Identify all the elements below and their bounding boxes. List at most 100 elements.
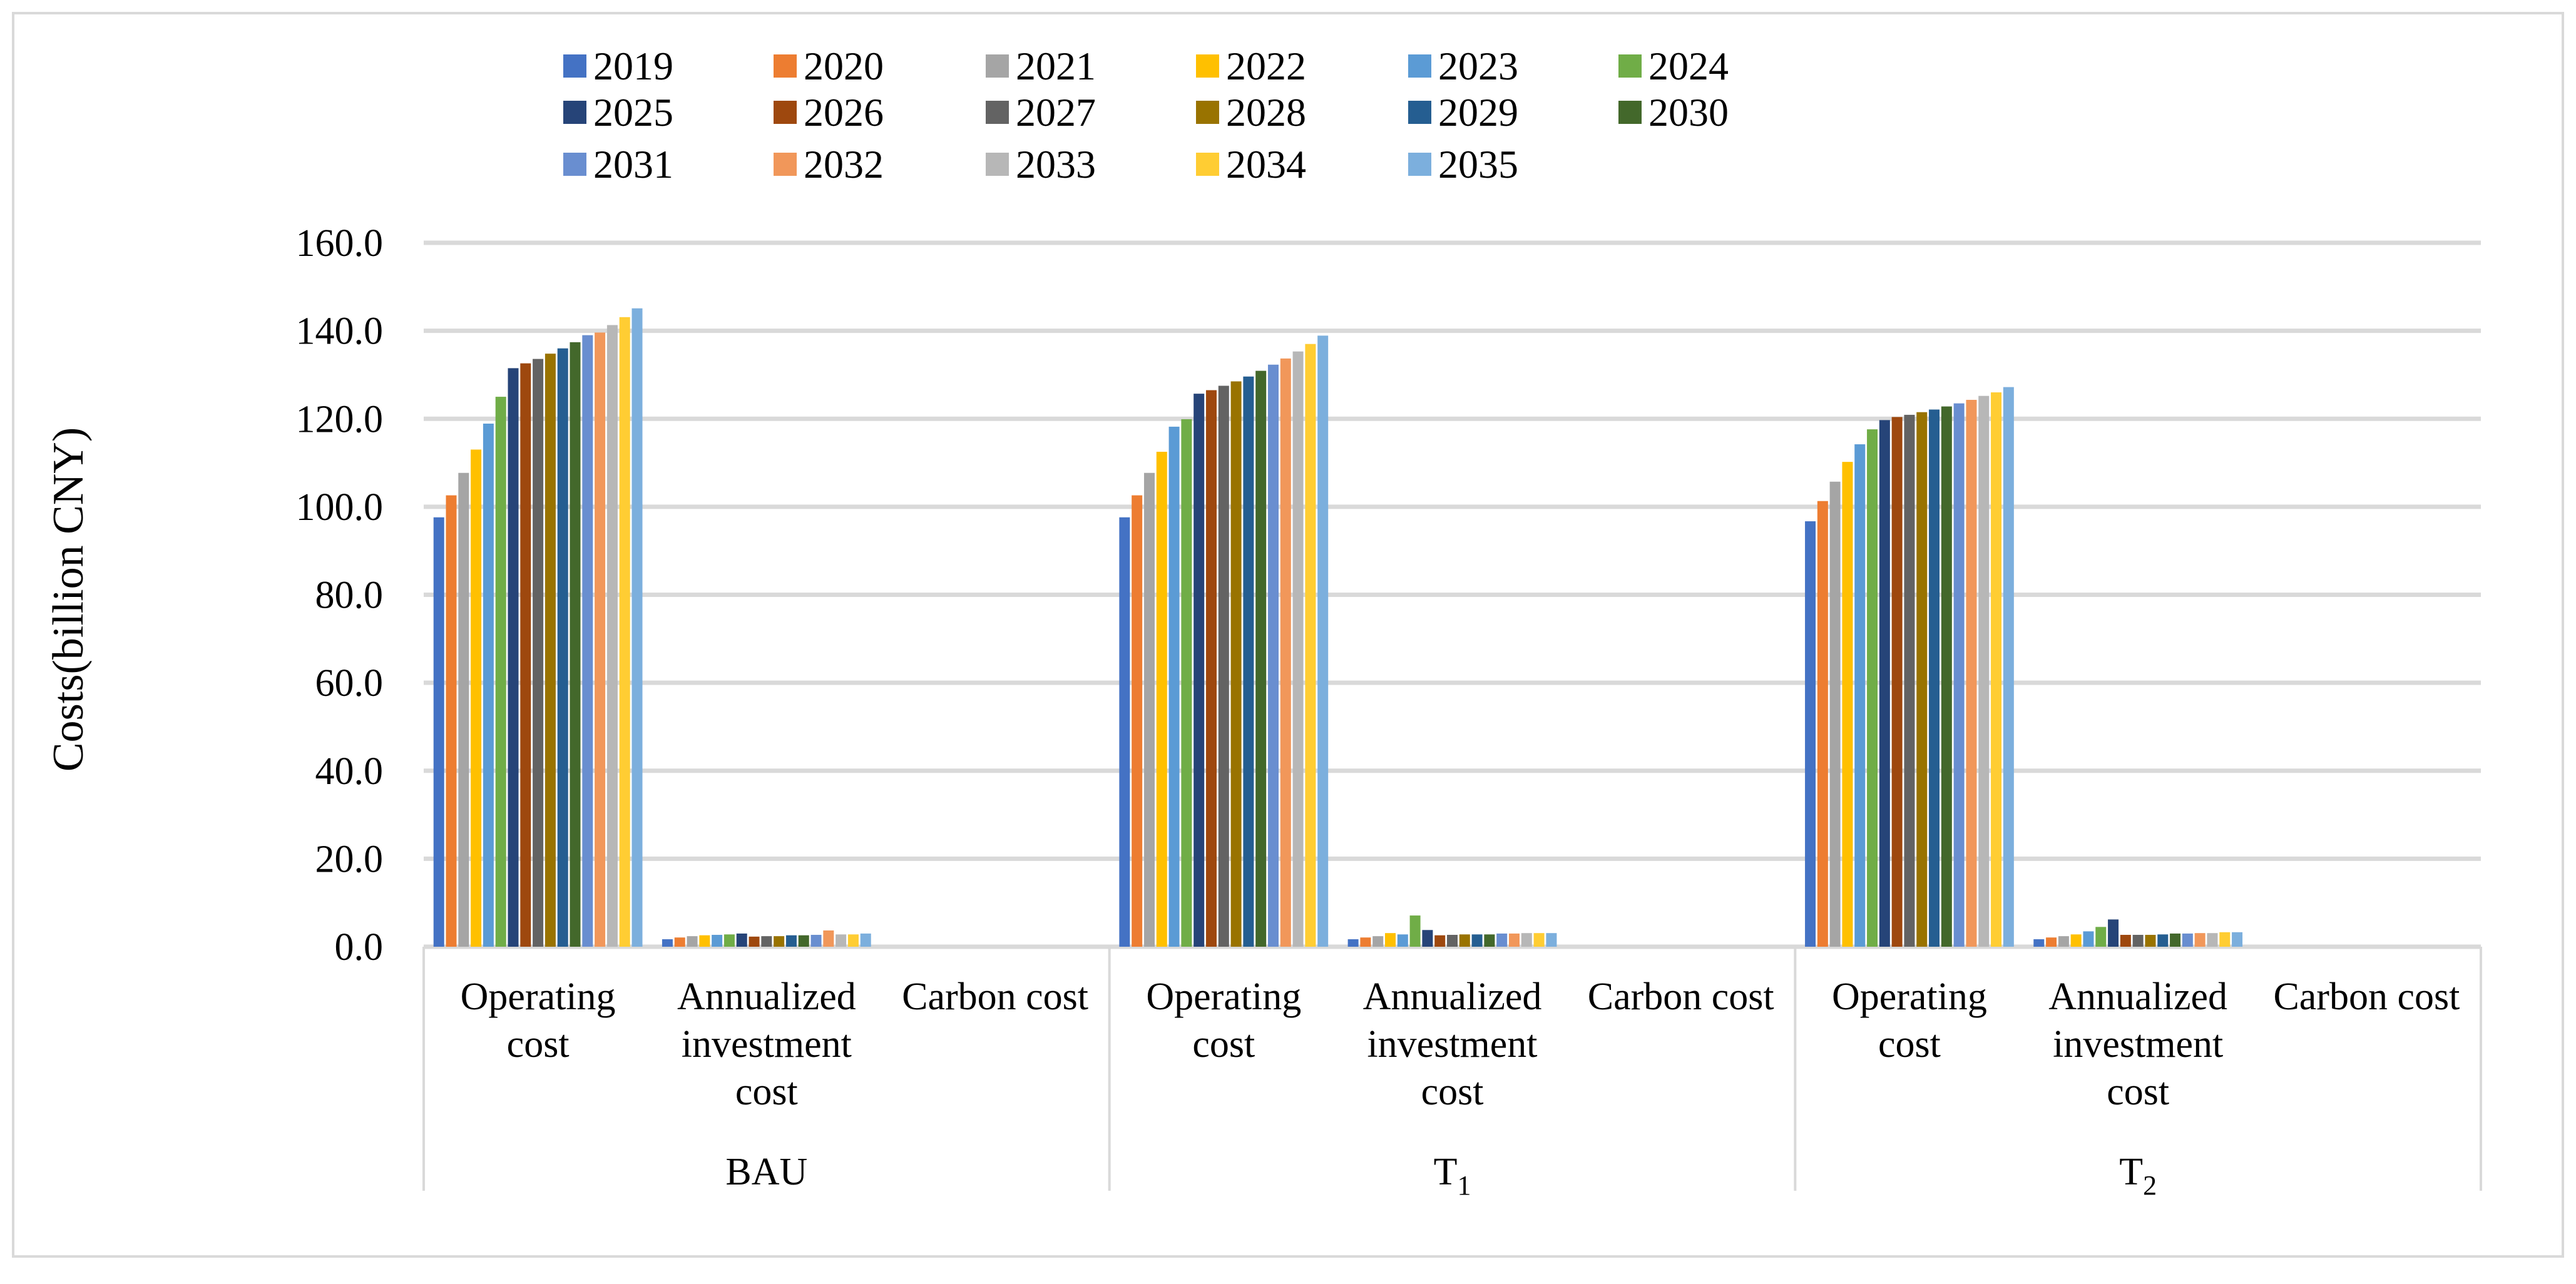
- category-label: investment: [682, 1023, 852, 1066]
- bar-2029: [1243, 376, 1254, 947]
- bar-2020: [2046, 937, 2057, 947]
- legend-swatch: [986, 153, 1009, 176]
- bar-2031: [1496, 933, 1508, 947]
- bar-2021: [2058, 936, 2069, 947]
- category-label: Annualized: [2048, 976, 2227, 1018]
- bar-2029: [2157, 934, 2169, 947]
- bar-2034: [2219, 932, 2231, 947]
- bar-2029: [557, 348, 568, 947]
- bar-2034: [1533, 933, 1545, 947]
- bar-2035: [860, 933, 871, 947]
- bar-2024: [2095, 927, 2107, 947]
- legend-swatch: [1618, 101, 1642, 124]
- legend-item-2022: 2022: [1196, 44, 1306, 88]
- y-tick-label: 60.0: [315, 662, 384, 705]
- bar-2019: [662, 939, 673, 947]
- bar-2031: [582, 335, 593, 947]
- bar-2028: [1916, 412, 1928, 947]
- bar-2025: [1193, 394, 1205, 947]
- bar-2032: [595, 332, 606, 947]
- bar-2024: [1181, 419, 1192, 947]
- bar-2019: [2033, 939, 2045, 947]
- bar-2020: [1817, 501, 1828, 947]
- bar-2025: [508, 368, 519, 947]
- bar-2032: [1280, 358, 1291, 947]
- bar-2029: [1471, 934, 1483, 947]
- bar-2023: [712, 935, 723, 947]
- bar-2027: [1904, 414, 1915, 947]
- category-label: Operating: [1832, 976, 1987, 1018]
- legend-label: 2026: [804, 90, 884, 135]
- y-tick-label: 140.0: [296, 310, 384, 353]
- bar-2022: [471, 449, 482, 947]
- group-label: T1: [1434, 1151, 1471, 1201]
- legend-swatch: [563, 153, 586, 176]
- bar-2031: [810, 935, 822, 947]
- legend-label: 2030: [1648, 90, 1729, 135]
- bar-2020: [674, 937, 685, 947]
- legend: 2019 2020 2021 2022 2023 2024 2025 2026 2027 2028…: [563, 44, 1729, 186]
- legend-swatch: [1618, 54, 1642, 78]
- category-label: cost: [1192, 1023, 1255, 1066]
- legend-swatch: [774, 101, 797, 124]
- category-label: cost: [735, 1071, 798, 1113]
- category-label: Operating: [461, 976, 616, 1018]
- bar-2025: [1879, 420, 1890, 947]
- bar-2028: [2145, 935, 2156, 947]
- legend-swatch: [563, 54, 586, 78]
- bar-2019: [1347, 939, 1359, 947]
- bar-2021: [458, 472, 469, 947]
- bar-2030: [1484, 934, 1495, 947]
- legend-label: 2021: [1016, 44, 1096, 88]
- legend-item-2021: 2021: [986, 44, 1096, 88]
- group-label: BAU: [725, 1151, 807, 1193]
- bar-2029: [785, 935, 797, 947]
- bar-2020: [1132, 495, 1143, 947]
- bar-2033: [1521, 933, 1532, 947]
- legend-item-2024: 2024: [1618, 44, 1729, 88]
- category-label: cost: [507, 1023, 570, 1066]
- legend-label: 2024: [1648, 44, 1729, 88]
- legend-label: 2029: [1438, 90, 1518, 135]
- bar-2020: [1360, 937, 1371, 947]
- legend-label: 2028: [1226, 90, 1306, 135]
- bar-2022: [699, 935, 710, 947]
- legend-item-2023: 2023: [1408, 44, 1518, 88]
- bar-2029: [1929, 409, 1940, 947]
- bar-2026: [2120, 935, 2131, 947]
- legend-item-2031: 2031: [563, 142, 673, 186]
- bar-2023: [1397, 934, 1408, 947]
- y-tick-label: 80.0: [315, 574, 384, 617]
- bar-2021: [1372, 936, 1384, 947]
- bar-2031: [1267, 364, 1279, 947]
- bar-2035: [2232, 932, 2243, 947]
- legend-label: 2020: [804, 44, 884, 88]
- y-axis-ticks: 0.0 20.0 40.0 60.0 80.0 100.0 120.0 140.0 160.0: [296, 222, 384, 969]
- legend-item-2035: 2035: [1408, 142, 1518, 186]
- legend-item-2019: 2019: [563, 44, 673, 88]
- category-label: cost: [2107, 1071, 2169, 1113]
- legend-label: 2032: [804, 142, 884, 186]
- bar-2028: [1459, 934, 1470, 947]
- y-tick-label: 160.0: [296, 222, 384, 265]
- bar-2023: [2083, 931, 2094, 947]
- bar-2032: [823, 930, 834, 947]
- y-tick-label: 20.0: [315, 838, 384, 880]
- category-label: Operating: [1146, 976, 1301, 1018]
- legend-label: 2022: [1226, 44, 1306, 88]
- legend-item-2034: 2034: [1196, 142, 1306, 186]
- legend-label: 2019: [593, 44, 673, 88]
- bar-2030: [1255, 370, 1267, 947]
- legend-swatch: [563, 101, 586, 124]
- bar-2025: [1422, 930, 1433, 947]
- bar-2027: [533, 359, 544, 947]
- legend-label: 2027: [1016, 90, 1096, 135]
- bar-2022: [1385, 933, 1396, 947]
- bar-2035: [1317, 335, 1329, 947]
- bar-2034: [847, 934, 859, 947]
- bar-2035: [631, 308, 643, 947]
- bar-2033: [2207, 933, 2218, 947]
- bar-2024: [1409, 915, 1421, 947]
- legend-swatch: [986, 54, 1009, 78]
